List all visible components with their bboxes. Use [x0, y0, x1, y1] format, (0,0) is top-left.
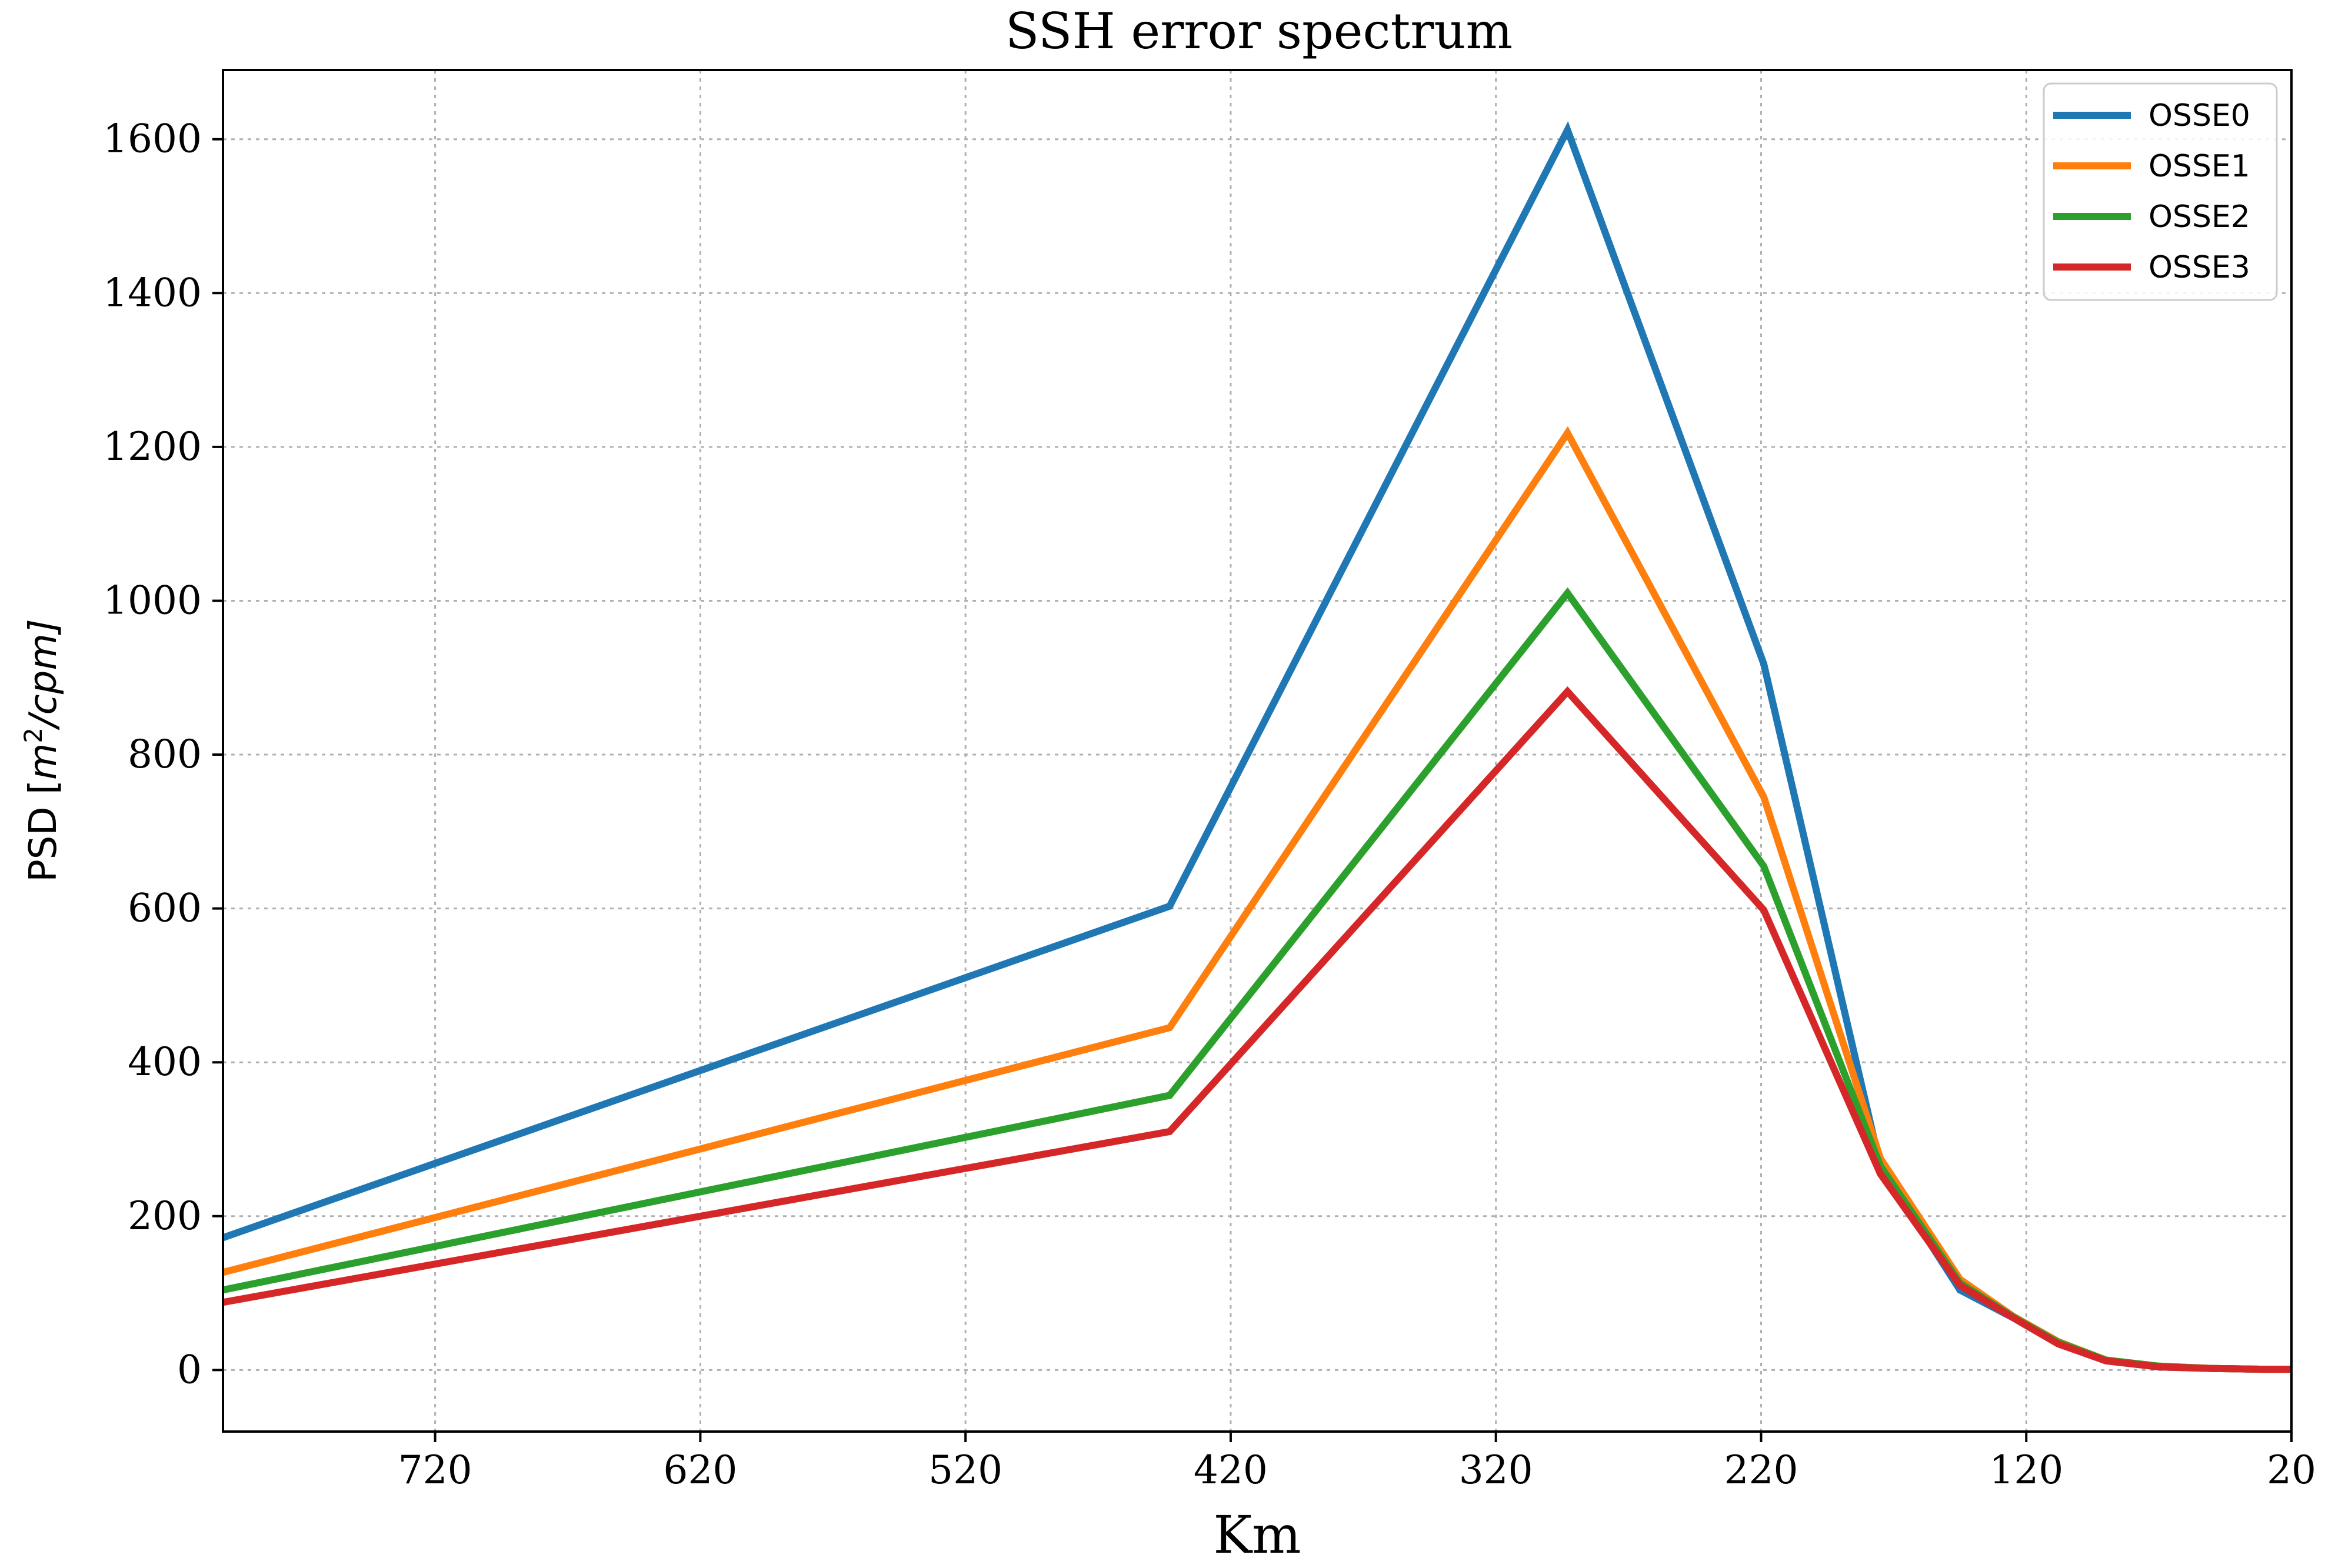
- legend: OSSE0 OSSE1 OSSE2 OSSE3: [2043, 82, 2278, 301]
- ticks-layer: 720 620 520 420 320 220 120 2002004006008001000…: [103, 116, 2316, 1493]
- y-tick-label: 800: [128, 732, 202, 777]
- y-axis-label-main: PSD [: [22, 780, 65, 882]
- x-tick-label: 620: [663, 1447, 737, 1493]
- series-line-osse3: [222, 686, 2291, 1373]
- y-tick-label: 600: [128, 886, 202, 931]
- x-tick-label: 20: [2267, 1447, 2316, 1493]
- y-axis-label-tail: /cpm]: [22, 619, 65, 730]
- legend-label-osse0: OSSE0: [2149, 98, 2250, 134]
- series-line-osse2: [222, 587, 2291, 1373]
- y-axis-label-unit: m: [22, 743, 65, 780]
- legend-box: [2043, 82, 2278, 301]
- y-axis-label: PSD [m2/cpm]: [19, 619, 65, 882]
- legend-label-osse2: OSSE2: [2149, 199, 2250, 235]
- x-tick-label: 420: [1194, 1447, 1268, 1493]
- y-tick-label: 400: [128, 1039, 202, 1085]
- series-line-osse0: [222, 121, 2291, 1373]
- chart-title: SSH error spectrum: [1005, 2, 1513, 60]
- series-layer: [222, 121, 2291, 1373]
- y-tick-label: 1400: [103, 270, 202, 315]
- y-tick-label: 1200: [103, 424, 202, 469]
- x-tick-label: 720: [398, 1447, 472, 1493]
- y-tick-label: 1000: [103, 578, 202, 623]
- y-tick-label: 1600: [103, 116, 202, 162]
- y-tick-label: 200: [128, 1193, 202, 1239]
- y-axis-label-exp: 2: [19, 728, 48, 743]
- x-tick-label: 320: [1459, 1447, 1533, 1493]
- x-axis-label: Km: [1213, 1504, 1301, 1565]
- x-tick-label: 520: [928, 1447, 1002, 1493]
- x-tick-label: 220: [1724, 1447, 1798, 1493]
- legend-label-osse1: OSSE1: [2149, 149, 2250, 184]
- legend-label-osse3: OSSE3: [2149, 250, 2250, 285]
- y-tick-label: 0: [177, 1347, 202, 1392]
- plot-frame: [222, 69, 2293, 1433]
- legend-items: OSSE0 OSSE1 OSSE2 OSSE3: [2053, 98, 2250, 285]
- x-tick-label: 120: [1989, 1447, 2063, 1493]
- grid-layer: [223, 70, 2293, 1432]
